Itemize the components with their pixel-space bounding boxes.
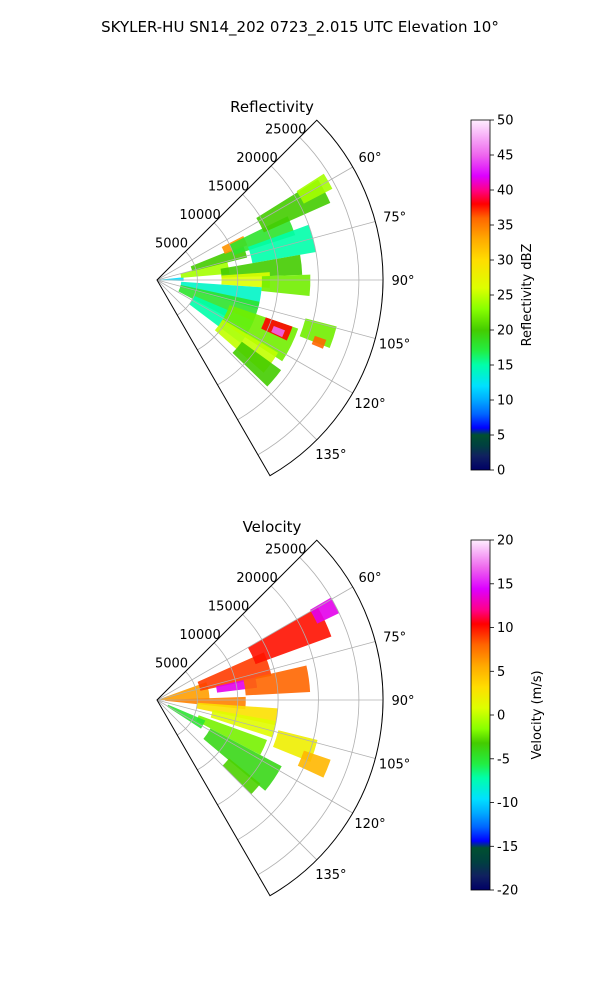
colorbar-tick-label: -15 xyxy=(497,840,518,855)
sector-outline xyxy=(156,119,384,477)
radial-tick-label: 15000 xyxy=(208,179,249,194)
data-cell xyxy=(220,254,303,278)
radial-tick-label: 25000 xyxy=(265,542,306,557)
velocity-panel: Velocity 60° 75° 90° 105° 120° 135° 5000 10000 1… xyxy=(155,518,545,899)
azimuth-tick-label: 90° xyxy=(391,274,414,289)
colorbar-tick-label: -5 xyxy=(497,752,510,767)
colorbar-tick-label: 5 xyxy=(497,429,505,444)
radial-tick-label: 15000 xyxy=(208,599,249,614)
colorbar-tick-label: 50 xyxy=(497,114,514,129)
azimuth-tick-label: 120° xyxy=(354,817,385,832)
data-cell xyxy=(310,597,340,624)
reflectivity-colorbar-label: Reflectivity dBZ xyxy=(520,244,535,347)
colorbar-tick-label: 0 xyxy=(497,464,505,479)
reflectivity-colorbar: 0 5 10 15 20 25 30 35 40 45 50 Reflectivity dBZ xyxy=(470,114,535,479)
azimuth-tick-label: 105° xyxy=(379,758,410,773)
azimuth-tick-label: 75° xyxy=(383,630,406,645)
colorbar-tick-label: -10 xyxy=(497,796,518,811)
data-cell xyxy=(271,326,285,338)
radial-tick-label: 10000 xyxy=(179,628,220,643)
data-cell xyxy=(229,216,296,256)
reflectivity-panel: Reflectivity 60° 75° 90° 105° 120° 135° 5000 10… xyxy=(155,98,535,479)
data-cell xyxy=(203,728,282,791)
azimuth-tick-label: 120° xyxy=(354,397,385,412)
colorbar-tick-label: 15 xyxy=(497,577,514,592)
azimuth-tick-label: 60° xyxy=(358,571,381,586)
colorbar-tick-label: 40 xyxy=(497,184,514,199)
figure-title: SKYLER-HU SN14_202 0723_2.015 UTC Elevat… xyxy=(101,18,499,37)
data-cell xyxy=(180,261,230,278)
radial-tick-label: 10000 xyxy=(179,208,220,223)
radial-tick-label: 20000 xyxy=(236,151,277,166)
azimuth-gridline xyxy=(156,586,353,701)
colorbar-tick-label: 45 xyxy=(497,149,514,164)
colorbar-tick-label: 15 xyxy=(497,359,514,374)
data-cell xyxy=(196,715,267,755)
azimuth-gridline xyxy=(156,279,353,394)
data-cell xyxy=(221,305,299,362)
velocity-colorbar-label: Velocity (m/s) xyxy=(530,670,545,759)
azimuth-gridline xyxy=(156,279,318,441)
azimuth-gridline xyxy=(156,166,353,281)
colorbar-tick-label: 10 xyxy=(497,621,514,636)
radial-tick-label: 25000 xyxy=(265,122,306,137)
sector-outline xyxy=(156,539,384,897)
azimuth-gridline xyxy=(156,699,318,861)
colorbar-tick-label: 20 xyxy=(497,324,514,339)
velocity-sector: 60° 75° 90° 105° 120° 135° 5000 10000 15000 20000… xyxy=(155,539,415,897)
colorbar-tick-label: 5 xyxy=(497,665,505,680)
data-cell xyxy=(222,758,261,795)
colorbar-tick-label: 0 xyxy=(497,709,505,724)
azimuth-gridline xyxy=(156,699,353,814)
data-cell xyxy=(311,335,327,349)
radial-tick-label: 20000 xyxy=(236,571,277,586)
azimuth-gridline xyxy=(156,279,376,339)
data-cell xyxy=(248,224,316,264)
data-cell xyxy=(197,652,272,691)
data-cell xyxy=(210,709,277,738)
azimuth-tick-label: 135° xyxy=(315,868,346,883)
data-cell xyxy=(297,750,331,778)
colorbar-tick-label: 20 xyxy=(497,534,514,549)
reflectivity-title: Reflectivity xyxy=(230,98,314,116)
reflectivity-sector: 60° 75° 90° 105° 120° 135° 5000 10000 15000 20000… xyxy=(155,119,415,477)
colorbar-tick-label: 10 xyxy=(497,394,514,409)
reflectivity-colorbar-bar xyxy=(470,119,491,471)
velocity-colorbar: -20 -15 -10 -5 0 5 10 15 20 Velocity (m/s) xyxy=(470,534,545,899)
velocity-colorbar-bar xyxy=(470,539,491,891)
radial-tick-label: 5000 xyxy=(155,657,188,672)
radial-tick-label: 5000 xyxy=(155,237,188,252)
velocity-title: Velocity xyxy=(243,518,302,536)
colorbar-tick-label: 35 xyxy=(497,219,514,234)
data-cell xyxy=(232,341,282,387)
azimuth-gridline xyxy=(156,699,376,759)
velocity-colorbar-ticks: -20 -15 -10 -5 0 5 10 15 20 xyxy=(490,534,518,899)
azimuth-gridline xyxy=(156,641,376,701)
azimuth-gridline xyxy=(156,221,376,281)
azimuth-tick-label: 135° xyxy=(315,448,346,463)
data-cell xyxy=(247,607,332,665)
reflectivity-colorbar-ticks: 0 5 10 15 20 25 30 35 40 45 50 xyxy=(490,114,514,479)
colorbar-tick-label: -20 xyxy=(497,884,518,899)
colorbar-tick-label: 30 xyxy=(497,254,514,269)
colorbar-tick-label: 25 xyxy=(497,289,514,304)
data-cell xyxy=(261,274,311,296)
azimuth-tick-label: 75° xyxy=(383,210,406,225)
azimuth-tick-label: 105° xyxy=(379,338,410,353)
azimuth-tick-label: 60° xyxy=(358,151,381,166)
azimuth-tick-label: 90° xyxy=(391,694,414,709)
